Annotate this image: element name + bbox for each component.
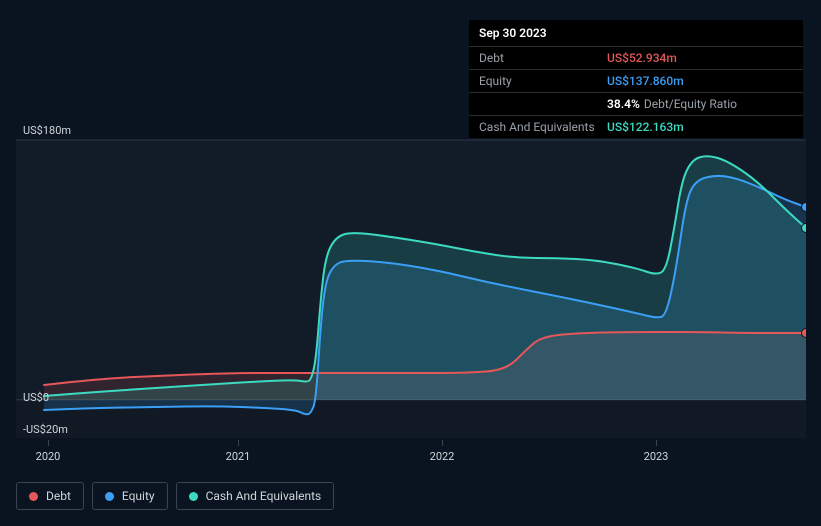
x-axis: 2020 2021 2022 2023 bbox=[16, 440, 806, 470]
legend-item-cash-and-equivalents[interactable]: Cash And Equivalents bbox=[176, 482, 335, 510]
legend-dot-icon bbox=[29, 492, 38, 501]
tooltip-row: Cash And EquivalentsUS$122.163m bbox=[469, 116, 803, 138]
tooltip-label: Equity bbox=[479, 74, 607, 88]
x-axis-label: 2022 bbox=[430, 450, 455, 463]
tooltip-value: US$52.934m bbox=[607, 51, 677, 65]
y-axis-label: US$180m bbox=[23, 124, 71, 137]
chart-legend: Debt Equity Cash And Equivalents bbox=[16, 482, 334, 510]
x-axis-tick bbox=[238, 440, 239, 446]
tooltip-label: Cash And Equivalents bbox=[479, 120, 607, 134]
tooltip-row: DebtUS$52.934m bbox=[469, 47, 803, 70]
legend-item-equity[interactable]: Equity bbox=[92, 482, 168, 510]
y-axis-label: US$0 bbox=[23, 391, 49, 404]
chart-tooltip: Sep 30 2023 DebtUS$52.934mEquityUS$137.8… bbox=[469, 20, 803, 138]
financial-chart: US$180m US$0 -US$20m bbox=[16, 120, 806, 440]
legend-label: Equity bbox=[122, 489, 155, 503]
x-axis-label: 2020 bbox=[36, 450, 61, 463]
legend-dot-icon bbox=[189, 492, 198, 501]
legend-dot-icon bbox=[105, 492, 114, 501]
legend-label: Cash And Equivalents bbox=[206, 489, 322, 503]
tooltip-value: US$137.860m bbox=[607, 74, 684, 88]
legend-label: Debt bbox=[46, 489, 71, 503]
tooltip-row: EquityUS$137.860m bbox=[469, 70, 803, 93]
tooltip-row: 38.4% Debt/Equity Ratio bbox=[469, 93, 803, 116]
tooltip-value: US$122.163m bbox=[607, 120, 684, 134]
x-axis-label: 2021 bbox=[226, 450, 251, 463]
x-axis-tick bbox=[48, 440, 49, 446]
tooltip-date: Sep 30 2023 bbox=[469, 20, 803, 47]
chart-canvas bbox=[16, 120, 806, 440]
tooltip-ratio-value: 38.4% bbox=[607, 97, 640, 111]
x-axis-label: 2023 bbox=[644, 450, 669, 463]
x-axis-tick bbox=[442, 440, 443, 446]
tooltip-label: Debt bbox=[479, 51, 607, 65]
x-axis-tick bbox=[656, 440, 657, 446]
legend-item-debt[interactable]: Debt bbox=[16, 482, 84, 510]
tooltip-ratio-label: Debt/Equity Ratio bbox=[644, 97, 737, 111]
y-axis-label: -US$20m bbox=[23, 423, 68, 436]
